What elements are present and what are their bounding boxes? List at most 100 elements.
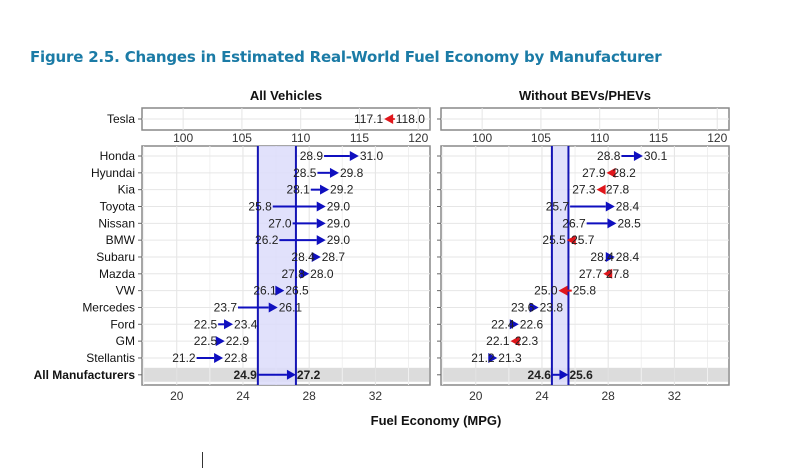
value-label-from: 28.9 — [300, 149, 324, 163]
panel-title: All Vehicles — [250, 88, 322, 103]
arrow-head — [596, 184, 606, 195]
arrow-head — [510, 336, 520, 347]
top-x-tick-label: 120 — [707, 131, 727, 145]
top-x-tick-label: 100 — [173, 131, 193, 145]
category-label: Mazda — [99, 267, 135, 281]
arrow-head — [605, 201, 615, 212]
arrow-head — [224, 319, 234, 330]
value-label-from: 21.2 — [471, 351, 495, 365]
value-label-from: 25.7 — [546, 199, 570, 213]
value-label-to: 29.0 — [327, 199, 351, 213]
arrow-head — [605, 251, 615, 262]
value-label-from: 26.2 — [255, 233, 279, 247]
x-tick-label: 32 — [369, 389, 383, 403]
value-label-from: 27.8 — [606, 183, 630, 197]
arrow-head — [320, 184, 330, 195]
arrow-head — [603, 268, 613, 279]
top-x-tick-label: 105 — [531, 131, 551, 145]
value-label-to: 22.6 — [520, 317, 544, 331]
panel-title: Without BEVs/PHEVs — [519, 88, 651, 103]
category-label: Subaru — [96, 250, 135, 264]
value-label-to: 25.6 — [569, 368, 593, 382]
value-label-from: 28.4 — [590, 250, 614, 264]
main-plot-frame — [440, 145, 730, 386]
value-label-from: 28.1 — [286, 183, 310, 197]
value-label-from: 23.6 — [511, 300, 535, 314]
category-label: Honda — [100, 149, 136, 163]
value-label-from: 24.6 — [528, 368, 552, 382]
value-label-from: 28.8 — [597, 149, 621, 163]
top-x-tick-label: 120 — [408, 131, 428, 145]
arrow-head — [349, 151, 359, 161]
arrow-head — [316, 218, 326, 229]
value-label-to: 23.8 — [540, 300, 564, 314]
value-label-from: 27.8 — [606, 267, 630, 281]
top-x-tick-label: 115 — [350, 131, 369, 145]
value-label-to: 23.4 — [234, 317, 258, 331]
arrow-head — [384, 114, 394, 124]
reference-band — [257, 146, 296, 385]
x-tick-label: 28 — [302, 389, 316, 403]
x-tick-label: 28 — [601, 389, 615, 403]
arrow-head — [268, 302, 278, 313]
value-label-to: 30.1 — [644, 149, 668, 163]
arrow-head — [529, 302, 539, 313]
value-label-from: 27.0 — [268, 216, 292, 230]
value-label-to: 21.3 — [498, 351, 522, 365]
arrow-head — [215, 336, 225, 347]
arrow-head — [509, 319, 519, 330]
arrow-head — [606, 167, 616, 178]
category-label: All Manufacturers — [34, 368, 136, 382]
x-tick-label: 24 — [535, 389, 549, 403]
x-axis-label: Fuel Economy (MPG) — [371, 413, 502, 428]
value-label-to: 28.0 — [310, 267, 334, 281]
arrow-head — [558, 285, 568, 296]
value-label-to: 117.1 — [354, 112, 383, 126]
value-label-to: 28.4 — [616, 199, 640, 213]
value-label-to: 29.0 — [327, 233, 351, 247]
category-label: BMW — [106, 233, 136, 247]
value-label-from: 22.5 — [194, 317, 218, 331]
arrow-head — [566, 235, 576, 246]
x-tick-label: 32 — [668, 389, 682, 403]
arrow-head — [607, 218, 617, 229]
value-label-from: 22.4 — [491, 317, 515, 331]
value-label-to: 25.5 — [542, 233, 566, 247]
figure-title: Figure 2.5. Changes in Estimated Real-Wo… — [30, 48, 662, 66]
category-label: GM — [116, 334, 135, 348]
value-label-from: 28.5 — [293, 166, 317, 180]
value-label-from: 28.2 — [612, 166, 636, 180]
category-label: Kia — [118, 183, 136, 197]
value-label-from: 26.7 — [562, 216, 586, 230]
arrow-head — [559, 369, 569, 380]
value-label-from: 25.8 — [248, 199, 272, 213]
value-label-to: 22.9 — [226, 334, 250, 348]
value-label-to: 22.8 — [224, 351, 248, 365]
arrow-head — [316, 201, 326, 212]
arrow-head — [488, 352, 498, 363]
total-row-highlight — [442, 367, 728, 382]
x-tick-label: 20 — [170, 389, 184, 403]
value-label-to: 28.4 — [616, 250, 640, 264]
value-label-from: 28.4 — [291, 250, 315, 264]
arrow-head — [316, 235, 326, 246]
category-label: Nissan — [98, 216, 135, 230]
value-label-from: 25.7 — [571, 233, 595, 247]
value-label-to: 29.8 — [340, 166, 364, 180]
panel-0: All Vehicles 100 105 110 115 120 20 24 28 32 Tesla… — [34, 88, 431, 403]
value-label-to: 28.5 — [617, 216, 641, 230]
value-label-from: 27.8 — [282, 267, 306, 281]
category-label: Toyota — [100, 199, 136, 213]
category-label: Stellantis — [86, 351, 135, 365]
value-label-from: 22.5 — [194, 334, 218, 348]
top-x-tick-label: 110 — [291, 131, 310, 145]
value-label-to: 28.7 — [322, 250, 346, 264]
arrow-head — [275, 285, 285, 296]
arrow-head — [633, 151, 643, 161]
category-label: Mercedes — [82, 300, 135, 314]
category-label: VW — [116, 284, 136, 298]
value-label-to: 27.7 — [579, 267, 603, 281]
arrow-head — [300, 268, 310, 279]
top-x-tick-label: 115 — [649, 131, 668, 145]
